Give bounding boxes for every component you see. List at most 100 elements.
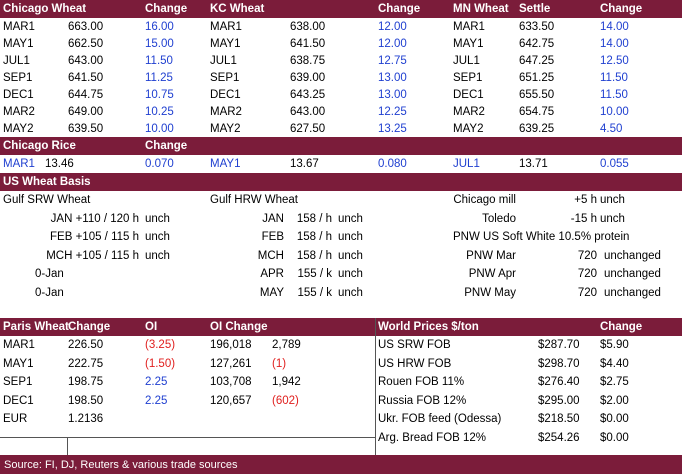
- cell: MAY: [259, 286, 284, 299]
- cell: 1,942: [272, 376, 301, 388]
- cell: PNW Apr: [468, 268, 516, 280]
- header: OI: [145, 321, 158, 333]
- cell: 4.50: [600, 123, 623, 135]
- cell: JUL1: [453, 55, 480, 67]
- cell: Gulf SRW Wheat: [3, 194, 91, 206]
- cell: 10.00: [145, 123, 174, 135]
- cell: FEB: [261, 231, 284, 243]
- header: KC Wheat: [210, 3, 265, 15]
- header: Change: [145, 140, 188, 152]
- cell: +5 h: [574, 194, 597, 206]
- cell: 2.25: [145, 376, 168, 388]
- header: Change: [378, 3, 421, 15]
- cell: $4.40: [600, 357, 629, 370]
- cell: Chicago mill: [453, 194, 516, 206]
- cell: MAY1: [453, 38, 484, 50]
- cell: $5.90: [600, 339, 629, 351]
- cell: 11.50: [600, 89, 628, 101]
- cell: 2.25: [145, 394, 168, 407]
- section-title: US Wheat Basis: [3, 176, 91, 188]
- cell: $295.00: [538, 394, 580, 407]
- cell: 13.25: [378, 123, 407, 135]
- cell: unch: [338, 231, 363, 243]
- header-bar: [0, 318, 682, 336]
- cell: Ukr. FOB feed (Odessa): [378, 413, 502, 425]
- cell: 127,261: [210, 357, 252, 370]
- cell: JAN: [262, 212, 284, 225]
- cell: 638.75: [290, 55, 326, 67]
- cell: 627.50: [290, 123, 326, 135]
- header: OI Change: [210, 321, 268, 333]
- cell: MAR2: [210, 106, 242, 118]
- cell: DEC1: [453, 89, 484, 101]
- cell: FEB +105 / 115 h: [50, 231, 139, 243]
- cell: (602): [272, 394, 299, 407]
- cell: 0-Jan: [35, 268, 64, 280]
- cell: MAR2: [3, 106, 35, 118]
- cell: JAN +110 / 120 h: [50, 212, 139, 225]
- cell: $254.26: [538, 431, 580, 444]
- cell: $0.00: [600, 431, 629, 444]
- cell: 222.75: [68, 357, 104, 370]
- cell: MAY1: [3, 38, 34, 50]
- header: Paris Wheat: [3, 321, 69, 333]
- cell: MCH: [257, 249, 284, 262]
- cell: 16.00: [145, 21, 174, 33]
- cell: 11.25: [145, 72, 173, 84]
- cell: $2.75: [600, 376, 629, 388]
- cell: MAR2: [453, 106, 485, 118]
- header-bar: [0, 173, 682, 191]
- cell: unch: [338, 212, 363, 225]
- cell: 720: [577, 268, 597, 280]
- header-bar: [0, 137, 682, 155]
- cell: 15.00: [145, 38, 174, 50]
- header: Change: [145, 3, 188, 15]
- cell: unch: [145, 212, 170, 225]
- cell: 158 / h: [296, 249, 332, 262]
- cell: 642.75: [519, 38, 555, 50]
- cell: Toledo: [482, 212, 516, 225]
- cell: 663.00: [68, 21, 104, 33]
- cell: 643.25: [290, 89, 326, 101]
- cell: 641.50: [68, 72, 104, 84]
- cell: US HRW FOB: [378, 357, 452, 370]
- cell: MAY2: [453, 123, 484, 135]
- cell: $287.70: [538, 339, 580, 351]
- cell: MAY1: [3, 357, 34, 370]
- cell: 14.00: [600, 21, 629, 33]
- cell: 0.080: [378, 158, 407, 170]
- cell: APR: [260, 268, 284, 280]
- cell: 10.25: [145, 106, 174, 118]
- cell: 158 / h: [296, 231, 332, 243]
- cell: PNW Mar: [466, 249, 516, 262]
- cell: 638.00: [290, 21, 326, 33]
- cell: SEP1: [210, 72, 240, 84]
- cell: Russia FOB 12%: [378, 394, 467, 407]
- cell: $276.40: [538, 376, 580, 388]
- cell: (1.50): [145, 357, 176, 370]
- header: MN Wheat: [453, 3, 509, 15]
- cell: 643.00: [290, 106, 326, 118]
- cell: 639.00: [290, 72, 326, 84]
- cell: 639.50: [68, 123, 104, 135]
- cell: unch: [145, 231, 170, 243]
- cell: 12.25: [378, 106, 407, 118]
- cell: 12.00: [378, 38, 407, 50]
- divider: [0, 437, 375, 438]
- cell: 649.00: [68, 106, 104, 118]
- cell: JUL1: [3, 55, 30, 67]
- cell: DEC1: [3, 394, 34, 407]
- cell: 103,708: [210, 376, 252, 388]
- cell: 11.50: [600, 72, 628, 84]
- cell: 120,657: [210, 394, 252, 407]
- header-bar: [0, 0, 682, 18]
- cell: 198.75: [68, 376, 104, 388]
- cell: Rouen FOB 11%: [378, 376, 465, 388]
- cell: SEP1: [3, 376, 33, 388]
- header: Change: [600, 3, 643, 15]
- cell: 11.50: [145, 55, 173, 67]
- cell: 155 / k: [297, 268, 332, 280]
- cell: EUR: [3, 413, 28, 425]
- cell: 12.75: [378, 55, 407, 67]
- cell: 655.50: [519, 89, 555, 101]
